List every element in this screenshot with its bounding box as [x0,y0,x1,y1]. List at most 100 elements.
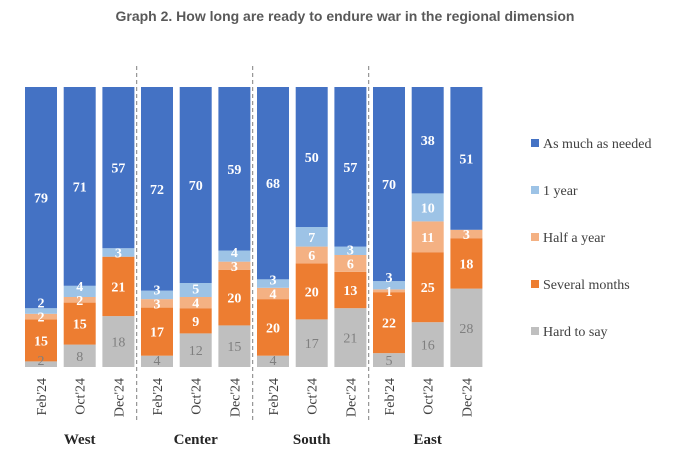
legend-label: As much as needed [543,137,651,152]
x-tick-label: Feb'24 [151,378,166,416]
bar-segment [102,87,135,249]
bar-segment [179,308,212,334]
data-label: 3 [115,246,122,261]
legend-label: Several months [543,278,630,293]
bar-segment [334,246,367,255]
data-label: 15 [73,318,87,333]
data-label: 2 [38,354,45,369]
data-label: 57 [343,161,357,176]
x-tick-label: Feb'24 [35,378,50,416]
data-label: 28 [459,322,473,337]
bar-segment [63,344,96,367]
legend-label: Hard to say [543,325,608,340]
bar-segment [218,269,251,326]
data-label: 4 [76,280,83,295]
bar-segment [411,221,444,253]
data-label: 1 [386,285,393,300]
data-label: 2 [38,297,45,312]
chart-title: Graph 2. How long are ready to endure wa… [115,8,575,24]
data-label: 18 [111,336,125,351]
data-label: 16 [421,339,435,354]
data-label: 5 [386,354,393,369]
legend-swatch [531,186,539,194]
bar-segment [179,87,212,283]
data-label: 21 [343,332,357,347]
data-label: 79 [34,192,48,207]
bar-segment [141,290,173,300]
bar-segment [257,355,289,367]
bar-segment [411,87,444,194]
bar-segment [295,87,328,227]
data-label: 4 [270,354,277,369]
data-label: 51 [459,152,473,167]
bar-segment [63,302,96,345]
group-label: Center [174,432,218,448]
bar-segment [102,248,135,257]
legend-swatch [531,139,539,147]
group-label: East [414,432,442,448]
bar-segment [334,308,367,367]
bar-segment [373,353,405,367]
data-label: 4 [192,297,199,312]
bar-segment [141,307,173,356]
data-label: 9 [192,315,199,330]
legend-swatch [531,327,539,335]
data-label: 18 [459,257,473,272]
data-label: 21 [111,280,125,295]
bar-segment [373,281,405,290]
group-label: West [64,432,96,448]
bar-segment [411,252,444,323]
bar-segment [102,256,135,317]
bar-segment [450,87,483,230]
bar-segment [450,229,483,239]
data-label: 2 [76,294,83,309]
data-label: 15 [227,340,241,355]
bar-segment [25,313,57,320]
data-label: 68 [266,177,280,192]
x-tick-label: Dec'24 [460,378,475,417]
x-tick-label: Oct'24 [422,378,437,415]
bar-segment [218,325,251,367]
legend-label: 1 year [543,184,578,199]
bar-segment [373,292,405,354]
data-label: 3 [347,243,354,258]
bar-segment [218,250,251,262]
bar-segment [334,255,367,272]
bar-segment [141,299,173,308]
data-label: 4 [231,246,238,261]
data-label: 70 [382,178,396,193]
bar-segment [257,87,289,280]
bar-segment [179,333,212,367]
group-label: South [293,432,331,448]
bar-segment [257,299,289,356]
data-label: 20 [227,292,241,307]
bar-segment [218,87,251,251]
data-label: 5 [192,283,199,298]
data-label: 22 [382,317,396,332]
bar-segment [102,316,135,367]
data-label: 3 [231,260,238,275]
bar-segment [63,87,96,286]
bar-segment [373,87,405,282]
legend-swatch [531,280,539,288]
bar-segment [295,246,328,264]
bar-segment [63,285,96,297]
data-label: 3 [154,297,161,312]
bar-segment [373,289,405,293]
data-label: 70 [189,179,203,194]
bar-segment [25,308,57,314]
data-label: 8 [76,350,83,365]
data-label: 3 [154,283,161,298]
data-label: 71 [73,180,87,195]
data-label: 3 [386,271,393,286]
data-label: 4 [154,354,161,369]
bar-segment [411,322,444,367]
bar-segment [25,319,57,362]
data-label: 25 [421,281,435,296]
data-label: 17 [305,337,319,352]
data-label: 3 [463,228,470,243]
bar-segment [257,287,289,300]
data-label: 17 [150,326,164,341]
